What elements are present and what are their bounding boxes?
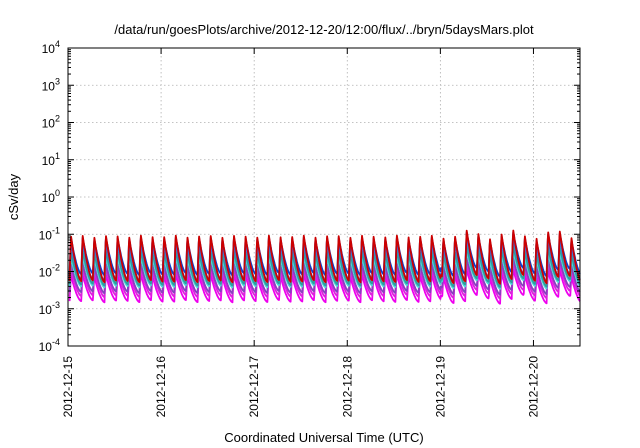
y-tick-label: 101	[42, 151, 60, 168]
series-line	[68, 229, 581, 285]
y-tick-label: 10-3	[39, 300, 60, 317]
series-line	[68, 268, 581, 305]
series-line	[68, 257, 581, 296]
y-axis-label: cSv/day	[6, 173, 21, 220]
y-tick-label: 103	[42, 76, 60, 93]
x-tick-label: 2012-12-19	[433, 356, 447, 418]
y-axis: 10-4 10-3 10-2 10-1 100 101 102 103 104	[39, 39, 580, 354]
y-tick-label: 10-2	[39, 263, 60, 280]
y-tick-label: 10-1	[39, 225, 60, 242]
x-tick-label: 2012-12-18	[340, 356, 354, 418]
x-axis: 2012-12-15 2012-12-16 2012-12-17 2012-12-18…	[61, 48, 540, 417]
series-line	[68, 262, 581, 300]
x-tick-label: 2012-12-16	[154, 356, 168, 418]
series-layer	[68, 229, 581, 305]
x-axis-label: Coordinated Universal Time (UTC)	[224, 430, 423, 445]
series-line	[68, 244, 581, 288]
y-tick-label: 10-4	[39, 337, 60, 354]
y-tick-label: 104	[42, 39, 60, 56]
x-tick-label: 2012-12-17	[247, 356, 261, 418]
x-tick-label: 2012-12-20	[526, 356, 540, 418]
y-tick-label: 102	[42, 114, 60, 131]
chart-title: /data/run/goesPlots/archive/2012-12-20/1…	[114, 22, 534, 37]
y-tick-label: 100	[42, 188, 60, 205]
x-tick-label: 2012-12-15	[61, 356, 75, 418]
